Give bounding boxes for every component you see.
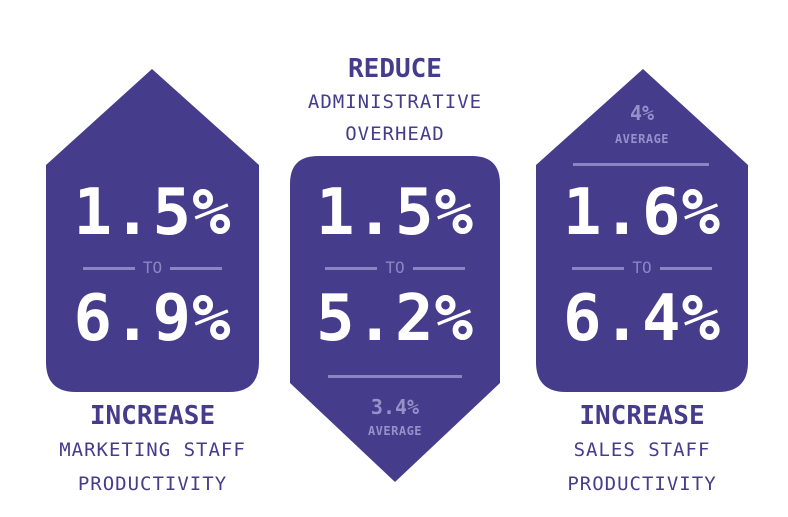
right-from-value: 1.6%: [562, 176, 722, 250]
middle-average-value: 3.4%: [370, 395, 420, 419]
middle-stat-block: 1.5% TO 5.2%: [290, 160, 500, 390]
left-to-label: TO: [142, 258, 163, 277]
middle-from-value: 1.5%: [315, 176, 475, 250]
middle-heading-line1: ADMINISTRATIVE: [307, 91, 483, 113]
right-average-label: AVERAGE: [614, 132, 670, 146]
middle-to-divider: TO: [290, 258, 500, 278]
right-up-arrow-shape: [536, 69, 748, 392]
right-to-label: TO: [632, 258, 652, 277]
left-stat-block: 1.5% TO 6.9%: [46, 160, 259, 390]
middle-average-divider: [328, 375, 462, 378]
left-up-arrow-shape: [46, 69, 259, 392]
left-caption-line2: PRODUCTIVITY: [77, 473, 228, 495]
right-stat-block: 1.6% TO 6.4%: [536, 160, 748, 390]
right-to-value: 6.4%: [562, 282, 722, 356]
right-to-divider: TO: [536, 258, 748, 278]
left-to-divider: TO: [46, 258, 259, 278]
left-caption-heading: INCREASE: [89, 401, 216, 431]
middle-to-label: TO: [385, 258, 405, 277]
middle-down-arrow-shape: [290, 156, 500, 482]
right-caption-line2: PRODUCTIVITY: [567, 473, 717, 495]
right-average-value: 4%: [629, 101, 655, 125]
middle-heading-line2: OVERHEAD: [345, 123, 445, 145]
right-caption-line1: SALES STAFF: [573, 439, 711, 461]
middle-to-value: 5.2%: [315, 282, 475, 356]
left-to-value: 6.9%: [73, 282, 232, 356]
middle-average-label: AVERAGE: [367, 424, 423, 438]
middle-heading: REDUCE: [348, 54, 442, 84]
left-from-value: 1.5%: [73, 176, 232, 250]
right-caption-heading: INCREASE: [579, 401, 705, 431]
left-caption-line1: MARKETING STAFF: [59, 439, 246, 461]
right-average-divider: [573, 163, 709, 166]
